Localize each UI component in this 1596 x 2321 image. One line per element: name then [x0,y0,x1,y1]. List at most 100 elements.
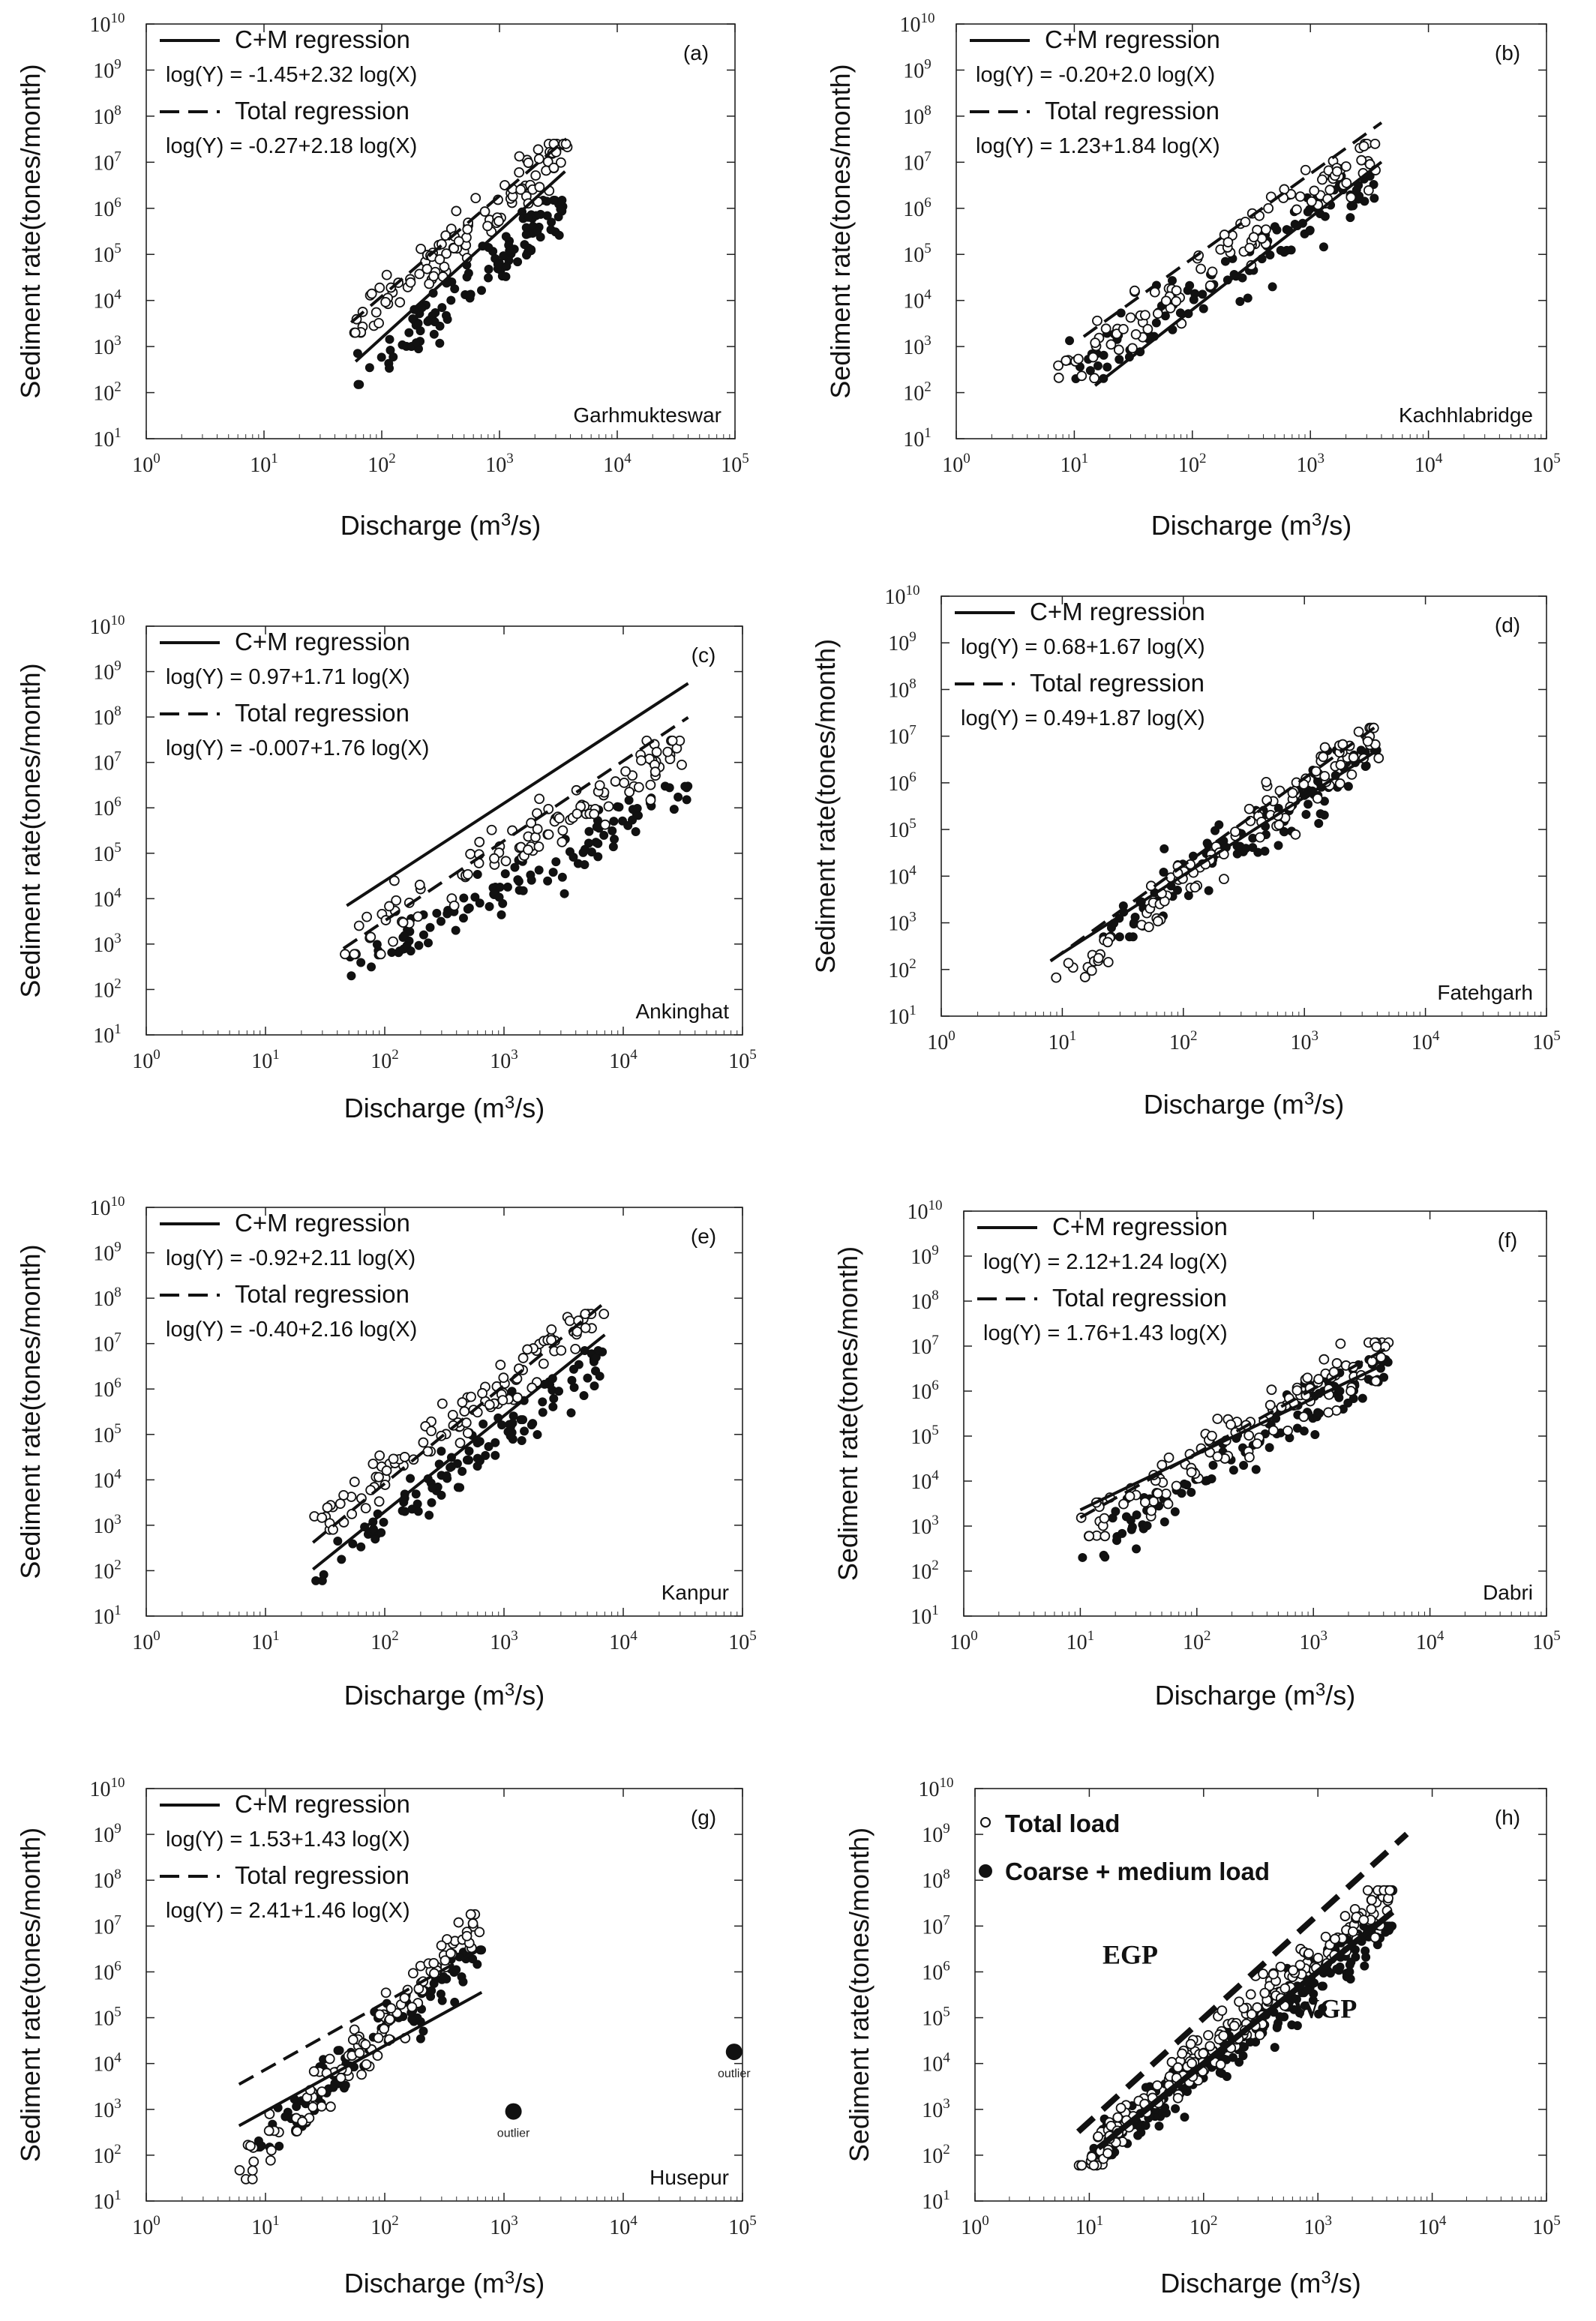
total-load-point [662,746,674,757]
total-load-point [439,261,450,272]
regression-line-dashed [312,1301,606,1544]
cm-load-point [1078,1552,1088,1562]
cm-load-point [1305,226,1315,235]
cm-load-point [1234,2057,1244,2067]
station-label: Kanpur [662,1581,729,1604]
total-load-point [1298,1411,1310,1423]
cm-load-point [609,817,619,826]
total-load-point [1370,1932,1381,1943]
cm-load-point [1272,225,1282,235]
cm-load-point [557,872,567,882]
regression-line-solid [1049,748,1378,962]
y-axis-title: Sediment rate(tones/month) [15,663,46,997]
total-load-point [374,1450,386,1461]
cm-load-point [584,838,593,848]
total-load-point [465,848,476,859]
total-load-point [1282,1425,1293,1436]
total-load-point [1291,204,1302,215]
x-axis-title: Discharge (m3/s) [344,2268,544,2299]
cm-load-point [548,1402,558,1411]
total-load-point [325,2101,336,2113]
cm-load-point [1318,242,1328,252]
total-load-point [1099,1513,1110,1524]
total-load-point [1310,766,1322,777]
cm-load-point [517,1436,526,1446]
cm-load-point [1151,318,1161,328]
cm-load-point [442,909,452,919]
total-load-point [538,1358,549,1369]
total-load-point [526,817,537,829]
cm-load-point [593,852,603,862]
total-load-point [1313,1374,1324,1384]
total-load-point [374,282,386,293]
total-equation: log(Y) = 0.49+1.87 log(X) [961,706,1205,730]
total-load-point [447,1409,458,1420]
cm-load-point [624,796,634,805]
total-load-point [1172,2062,1184,2073]
cm-load-point [501,271,511,281]
station-label: Fatehgarh [1437,981,1533,1004]
total-load-point [462,223,473,235]
total-load-point [308,2066,320,2077]
cm-load-point [484,1442,494,1452]
cm-load-point [583,1373,592,1383]
cm-load-point [274,2141,284,2151]
cm-load-point [478,1419,488,1429]
cm-load-point [551,857,561,867]
cm-load-point [538,1397,548,1407]
total-load-point [467,1918,478,1929]
total-load-point [645,779,656,790]
total-load-point [650,766,661,778]
cm-load-point [453,1483,463,1492]
total-load-point [636,755,646,766]
total-load-point [266,2145,277,2156]
total-load-point [543,829,554,840]
cm-load-point [1126,1525,1136,1534]
regression-line-solid [312,1333,606,1571]
cm-load-point [437,303,447,313]
total-load-point [1261,776,1272,787]
cm-load-point [256,2141,266,2151]
cm-equation: log(Y) = 1.53+1.43 log(X) [166,1828,410,1852]
total-load-point [1370,1375,1382,1387]
cm-load-point [501,232,511,241]
cm-load-point [574,1360,584,1369]
total-load-point [1279,184,1290,195]
total-load-point [1356,154,1367,166]
total-load-point [248,2156,260,2167]
total-load-point [428,1957,440,1969]
cm-load-point [1085,366,1095,376]
total-load-point [1363,184,1374,196]
total-load-point [532,144,544,155]
total-load-point [1252,1438,1262,1449]
total-load-point [445,1948,456,1959]
cm-load-point [1160,844,1169,853]
regression-legend: C+M regression log(Y) = 0.68+1.67 log(X) T… [955,598,1205,730]
total-load-point [1334,778,1346,789]
total-load-point [338,1489,350,1501]
cm-load-point [510,862,520,872]
station-label: Husepur [650,2166,729,2189]
total-load-point [448,243,460,253]
cm-load-point [1268,282,1277,292]
cm-load-point [614,802,624,812]
total-load-point [1274,820,1285,830]
cm-load-point [1202,838,1212,848]
total-load-point [1266,1384,1277,1396]
total-load-point [1171,295,1182,307]
station-label: Dabri [1483,1581,1533,1604]
outlier-point [725,2044,742,2061]
total-load-point [368,1459,379,1469]
total-load-point [316,2086,328,2098]
legend-cm-label: C+M regression [235,25,410,53]
cm-load-point [1239,1461,1249,1471]
total-load-point [1324,184,1336,196]
cm-load-point [412,1499,422,1509]
total-load-point [391,895,402,906]
total-load-point [1172,2092,1184,2104]
x-axis-title: Discharge (m3/s) [1151,510,1352,541]
cm-load-point [542,211,552,220]
total-load-point [462,868,473,880]
total-load-point [1331,166,1342,177]
total-load-point [1196,263,1206,274]
